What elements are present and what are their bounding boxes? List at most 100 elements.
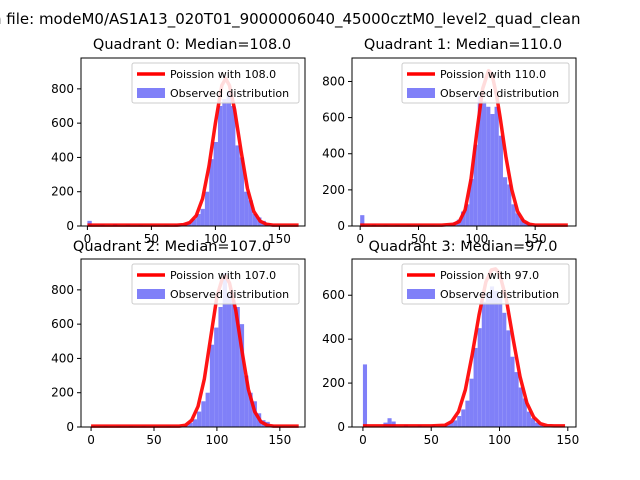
axes-frame xyxy=(80,57,306,227)
histogram-bar xyxy=(469,378,474,427)
legend-box xyxy=(401,62,570,104)
y-tick-label: 600 xyxy=(322,288,345,302)
histogram-bar xyxy=(239,157,245,226)
quadrant-1-panel: Quadrant 1: Median=110.0 0 50 100 150 0 200 40… xyxy=(322,37,577,246)
legend-curve-label: Poission with 108.0 xyxy=(170,68,276,81)
x-tick-label: 150 xyxy=(268,433,291,447)
histogram-bar xyxy=(222,99,227,226)
histogram-bar xyxy=(519,218,524,226)
x-tick-label: 100 xyxy=(204,232,227,246)
quadrant-2-plot-area: 0 50 100 150 0 200 400 600 800 xyxy=(51,258,306,447)
y-tick-label: 600 xyxy=(51,116,74,130)
x-tick-label: 150 xyxy=(556,433,579,447)
x-tick-label: 0 xyxy=(87,433,95,447)
observed-bars xyxy=(91,272,279,427)
y-tick-label: 400 xyxy=(322,147,345,161)
histogram-bar xyxy=(244,191,249,226)
histogram-bar xyxy=(502,312,507,427)
x-tick-label: 50 xyxy=(424,433,439,447)
x-tick-label: 0 xyxy=(359,433,367,447)
histogram-bar xyxy=(489,286,495,427)
histogram-bar xyxy=(209,344,215,427)
y-tick-label: 400 xyxy=(322,332,345,346)
histogram-bar xyxy=(510,356,515,427)
quadrant-3-panel: Quadrant 3: Median=97.0 0 50 100 150 0 200 400… xyxy=(322,239,579,447)
quadrant-2-title: Quadrant 2: Median=107.0 xyxy=(73,239,271,255)
histogram-bar xyxy=(201,401,206,427)
axes-frame xyxy=(351,258,577,428)
x-tick-label: 0 xyxy=(84,232,92,246)
histogram-bar xyxy=(477,95,482,226)
legend-box xyxy=(401,263,570,305)
histogram-bar xyxy=(188,422,193,427)
x-tick-label: 50 xyxy=(144,232,159,246)
histogram-bar xyxy=(214,327,219,427)
histogram-bar xyxy=(231,106,236,226)
quadrant-3-legend: Poission with 97.0 Observed distribution xyxy=(401,263,570,305)
y-tick-label: 200 xyxy=(51,185,74,199)
histogram-bar xyxy=(526,411,531,427)
histogram-bar xyxy=(209,159,214,226)
histogram-bar xyxy=(469,179,474,226)
quadrant-0-panel: Quadrant 0: Median=108.0 0 50 100 150 0 200 40… xyxy=(51,37,306,246)
y-tick-label: 800 xyxy=(322,74,345,88)
histogram-bar xyxy=(448,422,454,427)
histogram-bar xyxy=(197,411,202,427)
histogram-bar xyxy=(514,372,519,427)
histogram-bar xyxy=(226,293,232,427)
histogram-bar xyxy=(481,301,486,427)
histogram-bar xyxy=(248,200,253,226)
legend-curve-label: Poission with 97.0 xyxy=(440,269,539,282)
histogram-bar xyxy=(511,204,516,226)
x-tick-label: 100 xyxy=(205,433,228,447)
x-tick-label: 100 xyxy=(465,232,488,246)
histogram-bar xyxy=(494,106,499,226)
histogram-bar xyxy=(506,330,511,427)
histogram-bar xyxy=(465,204,470,226)
y-tick-label: 200 xyxy=(51,386,74,400)
quadrant-2-panel: Quadrant 2: Median=107.0 0 50 100 150 0 200 40… xyxy=(51,239,306,447)
axes-frame xyxy=(80,258,306,428)
legend-bars-label: Observed distribution xyxy=(440,87,559,100)
y-tick-label: 0 xyxy=(337,420,345,434)
histogram-bar xyxy=(473,144,478,226)
histogram-bar xyxy=(387,418,392,427)
histogram-bar xyxy=(218,307,223,427)
legend-bars-swatch xyxy=(137,289,165,299)
quadrant-1-title: Quadrant 1: Median=110.0 xyxy=(364,37,562,53)
x-tick-label: 150 xyxy=(524,232,547,246)
quadrant-2-legend: Poission with 107.0 Observed distributio… xyxy=(131,263,300,305)
histogram-bar xyxy=(360,215,365,226)
x-tick-label: 50 xyxy=(411,232,426,246)
legend-bars-swatch xyxy=(407,88,435,98)
observed-bars xyxy=(362,286,544,427)
histogram-bar xyxy=(485,293,490,427)
histogram-bar xyxy=(192,419,198,427)
y-tick-label: 400 xyxy=(51,351,74,365)
y-tick-label: 200 xyxy=(322,376,345,390)
axes-frame xyxy=(351,57,577,227)
histogram-bar xyxy=(502,177,508,226)
histogram-bar xyxy=(498,297,503,427)
y-tick-label: 800 xyxy=(51,82,74,96)
histogram-bar xyxy=(235,145,240,226)
histogram-bar xyxy=(252,214,258,226)
quadrant-3-title: Quadrant 3: Median=97.0 xyxy=(369,239,558,255)
y-tick-label: 0 xyxy=(66,219,74,233)
quadrant-3-plot-area: 0 50 100 150 0 200 400 600 xyxy=(322,258,579,447)
legend-bars-swatch xyxy=(137,88,165,98)
histogram-bar xyxy=(362,364,368,427)
quadrant-0-legend: Poission with 108.0 Observed distributio… xyxy=(131,62,300,104)
histogram-bar xyxy=(204,191,210,226)
x-tick-label: 100 xyxy=(488,433,511,447)
histogram-bar xyxy=(507,184,512,226)
legend-bars-label: Observed distribution xyxy=(170,87,289,100)
histogram-bar xyxy=(231,300,236,427)
histogram-bar xyxy=(473,347,478,427)
legend-curve-label: Poission with 110.0 xyxy=(440,68,546,81)
y-tick-label: 0 xyxy=(337,219,345,233)
histogram-bar xyxy=(217,106,223,226)
histogram-bar xyxy=(490,114,495,226)
histogram-bar xyxy=(539,424,544,427)
